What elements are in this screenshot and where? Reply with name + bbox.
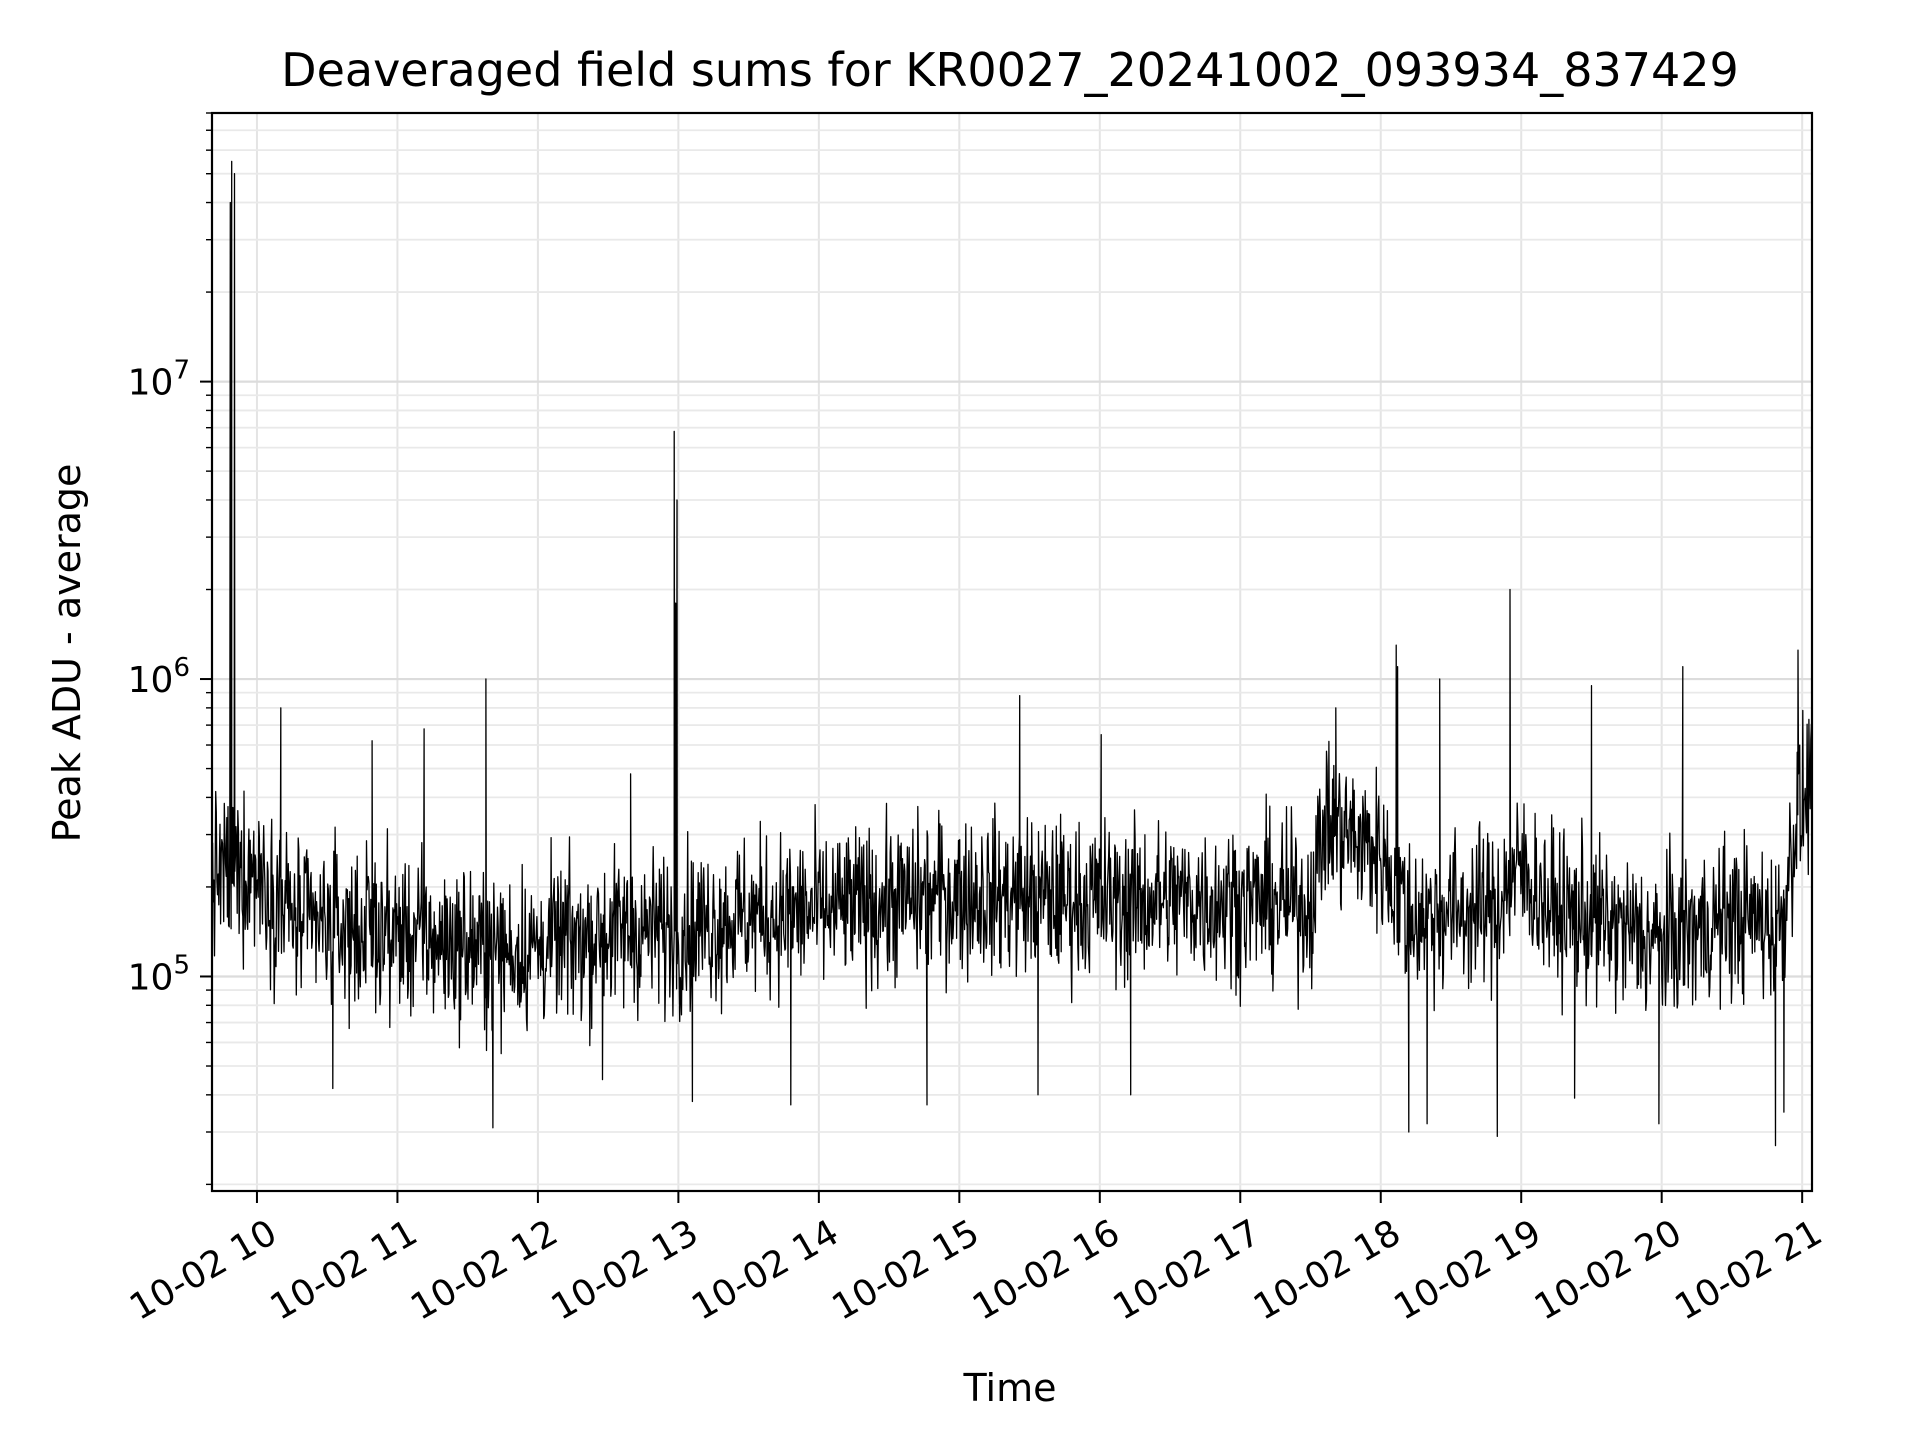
x-tick-label: 10-02 19 bbox=[1387, 1212, 1548, 1328]
y-tick-label: 106 bbox=[128, 653, 190, 701]
x-tick-label: 10-02 12 bbox=[404, 1212, 565, 1328]
plot-frame bbox=[210, 111, 1814, 1193]
y-axis: 105 106 107 bbox=[128, 112, 212, 1186]
y-tick-label: 105 bbox=[128, 950, 190, 998]
x-tick-label: 10-02 11 bbox=[264, 1212, 425, 1328]
x-tick-label: 10-02 20 bbox=[1528, 1212, 1689, 1328]
x-tick-label: 10-02 17 bbox=[1106, 1212, 1267, 1328]
y-axis-label: Peak ADU - average bbox=[45, 464, 89, 843]
x-tick-label: 10-02 18 bbox=[1247, 1212, 1408, 1328]
x-tick-label: 10-02 14 bbox=[685, 1212, 846, 1328]
chart-title: Deaveraged field sums for KR0027_2024100… bbox=[281, 43, 1739, 97]
x-tick-label: 10-02 16 bbox=[966, 1212, 1127, 1328]
x-tick-label: 10-02 10 bbox=[123, 1212, 284, 1328]
x-axis-label: Time bbox=[963, 1366, 1057, 1410]
series-line bbox=[211, 160, 1813, 1147]
series-layer bbox=[211, 160, 1813, 1147]
grid bbox=[212, 112, 1812, 1191]
x-tick-label: 10-02 13 bbox=[545, 1212, 706, 1328]
x-tick-label: 10-02 21 bbox=[1668, 1212, 1829, 1328]
x-tick-label: 10-02 15 bbox=[826, 1212, 987, 1328]
y-tick-label: 107 bbox=[128, 356, 190, 404]
